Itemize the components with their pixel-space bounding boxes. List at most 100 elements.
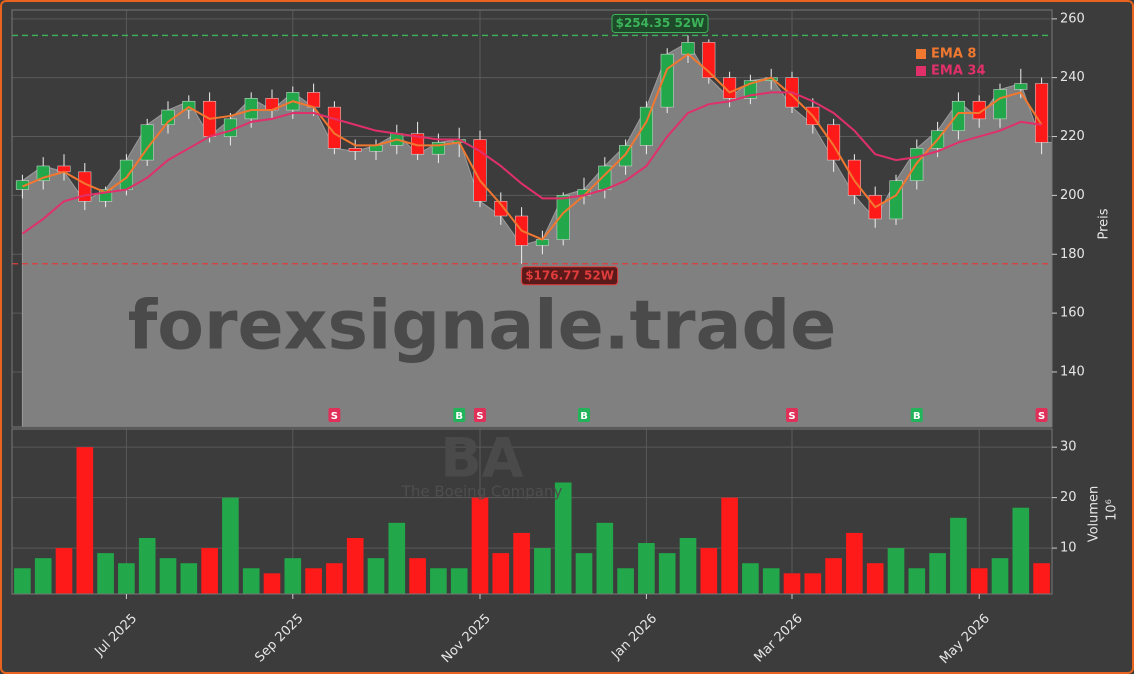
- volume-bar: [679, 537, 697, 594]
- candle-body: [639, 106, 653, 146]
- volume-bar: [97, 553, 114, 594]
- volume-bar: [222, 497, 239, 594]
- volume-bar: [970, 568, 988, 594]
- candle-body: [15, 180, 29, 190]
- signal-label: S: [1038, 411, 1045, 422]
- volume-bar: [34, 558, 52, 594]
- x-tick-label: Nov 2025: [439, 611, 494, 666]
- volume-bar: [866, 563, 884, 594]
- reference-label-box: [611, 13, 709, 33]
- volume-bar: [118, 563, 135, 594]
- volume-bar: [638, 543, 655, 594]
- volume-bar: [326, 563, 343, 594]
- candle-body: [223, 118, 237, 137]
- volume-bar: [908, 568, 926, 594]
- volume-bar: [513, 532, 530, 594]
- signal-label: S: [476, 411, 483, 422]
- volume-bar: [575, 553, 593, 594]
- legend-label: EMA 34: [931, 64, 986, 79]
- price-area: [21, 41, 1053, 428]
- candle-body: [681, 42, 695, 55]
- volume-panel: [11, 428, 1053, 595]
- volume-bar: [534, 548, 551, 594]
- x-tick-label: Sep 2025: [252, 611, 306, 665]
- candle-body: [494, 201, 508, 217]
- price-panel: [11, 9, 1053, 428]
- y-tick-label: 200: [1060, 188, 1085, 203]
- signal-marker: [578, 408, 590, 422]
- candle-body: [1035, 83, 1049, 143]
- candle-body: [847, 159, 861, 196]
- volume-bar: [783, 573, 801, 594]
- watermark: forexsignale.trade: [128, 287, 837, 366]
- volume-bar: [554, 482, 572, 594]
- volume-bar: [887, 548, 905, 594]
- volume-bar: [346, 537, 364, 594]
- volume-bar: [138, 537, 156, 594]
- signal-marker: [786, 408, 798, 422]
- volume-bar: [950, 517, 967, 594]
- ema-line: [22, 52, 1043, 241]
- volume-bar: [14, 568, 31, 594]
- y-tick-label: 20: [1060, 490, 1077, 505]
- candle-body: [119, 159, 133, 190]
- volume-bar: [201, 548, 218, 594]
- signal-marker: [474, 408, 486, 422]
- volume-bar: [430, 568, 447, 594]
- y-axis-title: Volumen: [1087, 486, 1102, 543]
- volume-bar: [76, 447, 94, 594]
- candle-body: [827, 124, 841, 161]
- volume-bar: [409, 558, 426, 594]
- volume-bar: [367, 558, 385, 594]
- y-axis-unit: 10⁶: [1105, 499, 1120, 521]
- y-axis-title: Preis: [1097, 208, 1112, 239]
- plot: [12, 34, 1053, 594]
- signal-marker: [1035, 408, 1048, 422]
- y-tick-label: 160: [1060, 306, 1085, 321]
- candle-body: [1014, 83, 1028, 90]
- volume-bar: [1012, 507, 1030, 594]
- y-tick-label: 10: [1060, 541, 1077, 556]
- x-tick-label: Mar 2026: [752, 611, 806, 665]
- signal-label: B: [913, 411, 921, 422]
- volume-bar: [721, 497, 738, 594]
- y-tick-label: 260: [1060, 11, 1085, 26]
- y-tick-label: 180: [1060, 247, 1085, 262]
- signal-marker: [328, 408, 341, 422]
- y-tick-label: 220: [1060, 129, 1085, 144]
- legend-swatch: [916, 49, 926, 59]
- candle-body: [951, 100, 965, 131]
- y-tick-label: 140: [1060, 364, 1085, 379]
- volume-bar: [804, 573, 822, 594]
- signal-label: B: [580, 411, 588, 422]
- volume-bar: [1033, 563, 1050, 594]
- signal-label: B: [455, 411, 463, 422]
- signal-marker: [453, 408, 466, 422]
- volume-bar: [180, 563, 198, 594]
- candle-body: [889, 180, 903, 220]
- reference-label: $176.77 52W: [525, 268, 614, 282]
- candle-body: [348, 148, 362, 152]
- volume-bar: [284, 558, 302, 594]
- legend-swatch: [916, 66, 926, 76]
- volume-bar: [617, 568, 634, 594]
- signal-marker: [910, 408, 923, 422]
- candle-body: [993, 89, 1007, 120]
- volume-bar: [305, 568, 322, 594]
- volume-bar: [492, 553, 510, 594]
- reference-label-box: [521, 266, 619, 286]
- candle-body: [972, 100, 986, 120]
- y-tick-label: 240: [1060, 70, 1085, 85]
- volume-bar: [846, 532, 863, 594]
- signal-label: S: [331, 411, 338, 422]
- legend-label: EMA 8: [931, 47, 976, 62]
- candle-body: [556, 195, 570, 240]
- y-tick-label: 30: [1060, 440, 1077, 455]
- volume-bar: [471, 497, 489, 594]
- candle-body: [723, 77, 737, 99]
- volume-bar: [825, 558, 842, 594]
- volume-bar: [700, 548, 718, 594]
- volume-bar: [159, 558, 177, 594]
